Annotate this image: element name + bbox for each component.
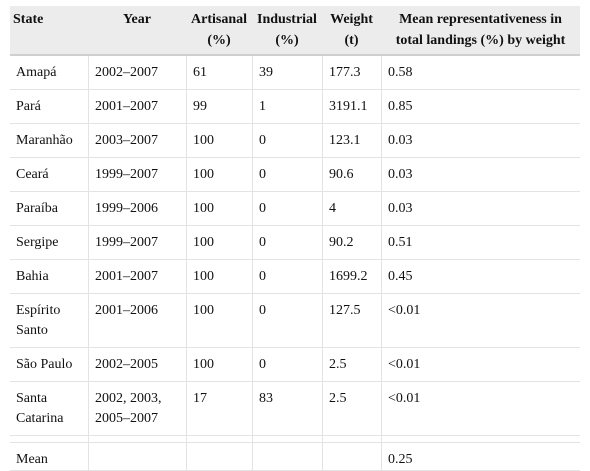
cell-industrial: 83 [252,382,322,436]
cell-mean-representativeness: 0.03 [381,124,580,158]
cell-artisanal: 100 [186,124,252,158]
spacer-row [10,436,580,443]
table-row: Paraíba 1999–2006 100 0 4 0.03 [10,192,580,226]
cell-year: 2003–2007 [88,124,186,158]
mean-artisanal [186,443,252,471]
cell-artisanal: 61 [186,56,252,90]
cell-state: Santa Catarina [10,382,88,436]
cell-year: 2002–2005 [88,348,186,382]
header-weight: Weight (t) [322,6,381,56]
table-row: Ceará 1999–2007 100 0 90.6 0.03 [10,158,580,192]
cell-weight: 127.5 [322,294,381,348]
cell-weight: 90.2 [322,226,381,260]
table-row: Maranhão 2003–2007 100 0 123.1 0.03 [10,124,580,158]
cell-mean-representativeness: 0.03 [381,192,580,226]
header-year: Year [88,6,186,56]
header-row: State Year Artisanal (%) Industrial (%) … [10,6,580,56]
cell-artisanal: 100 [186,294,252,348]
cell-weight: 1699.2 [322,260,381,294]
cell-mean-representativeness: 0.03 [381,158,580,192]
table-body: Amapá 2002–2007 61 39 177.3 0.58 Pará 2001–2007… [10,56,580,471]
cell-state: Bahia [10,260,88,294]
mean-industrial [252,443,322,471]
cell-state: Espírito Santo [10,294,88,348]
cell-artisanal: 17 [186,382,252,436]
header-industrial: Industrial (%) [252,6,322,56]
cell-state: Sergipe [10,226,88,260]
cell-year: 2002, 2003, 2005–2007 [88,382,186,436]
cell-industrial: 0 [252,226,322,260]
cell-state: Pará [10,90,88,124]
table-row: São Paulo 2002–2005 100 0 2.5 <0.01 [10,348,580,382]
cell-industrial: 1 [252,90,322,124]
cell-mean-representativeness: 0.58 [381,56,580,90]
table-row: Bahia 2001–2007 100 0 1699.2 0.45 [10,260,580,294]
mean-representativeness: 0.25 [381,443,580,471]
table-row: Amapá 2002–2007 61 39 177.3 0.58 [10,56,580,90]
cell-mean-representativeness: 0.45 [381,260,580,294]
cell-year: 1999–2007 [88,226,186,260]
cell-state: Maranhão [10,124,88,158]
mean-row: Mean 0.25 [10,443,580,471]
cell-industrial: 0 [252,348,322,382]
landings-table: State Year Artisanal (%) Industrial (%) … [10,6,580,471]
cell-artisanal: 99 [186,90,252,124]
table-row: Espírito Santo 2001–2006 100 0 127.5 <0.01 [10,294,580,348]
table-row: Santa Catarina 2002, 2003, 2005–2007 17 83 2… [10,382,580,436]
header-mean-representativeness: Mean representativeness in total landing… [381,6,580,56]
cell-mean-representativeness: <0.01 [381,382,580,436]
cell-mean-representativeness: <0.01 [381,294,580,348]
header-state: State [10,6,88,56]
table-row: Sergipe 1999–2007 100 0 90.2 0.51 [10,226,580,260]
cell-mean-representativeness: 0.85 [381,90,580,124]
cell-state: Ceará [10,158,88,192]
cell-weight: 177.3 [322,56,381,90]
mean-year [88,443,186,471]
cell-year: 2001–2007 [88,90,186,124]
cell-industrial: 0 [252,124,322,158]
cell-year: 2001–2006 [88,294,186,348]
mean-weight [322,443,381,471]
cell-weight: 3191.1 [322,90,381,124]
cell-state: São Paulo [10,348,88,382]
cell-artisanal: 100 [186,158,252,192]
cell-industrial: 0 [252,260,322,294]
cell-artisanal: 100 [186,260,252,294]
mean-label: Mean [10,443,88,471]
cell-industrial: 0 [252,158,322,192]
cell-year: 1999–2007 [88,158,186,192]
cell-weight: 2.5 [322,348,381,382]
cell-year: 2001–2007 [88,260,186,294]
table-row: Pará 2001–2007 99 1 3191.1 0.85 [10,90,580,124]
table-header: State Year Artisanal (%) Industrial (%) … [10,6,580,56]
cell-weight: 4 [322,192,381,226]
cell-mean-representativeness: 0.51 [381,226,580,260]
header-artisanal: Artisanal (%) [186,6,252,56]
cell-industrial: 0 [252,294,322,348]
cell-industrial: 0 [252,192,322,226]
cell-industrial: 39 [252,56,322,90]
cell-weight: 123.1 [322,124,381,158]
cell-artisanal: 100 [186,348,252,382]
cell-artisanal: 100 [186,192,252,226]
cell-weight: 90.6 [322,158,381,192]
cell-year: 2002–2007 [88,56,186,90]
cell-year: 1999–2006 [88,192,186,226]
cell-state: Paraíba [10,192,88,226]
cell-mean-representativeness: <0.01 [381,348,580,382]
cell-artisanal: 100 [186,226,252,260]
cell-state: Amapá [10,56,88,90]
cell-weight: 2.5 [322,382,381,436]
